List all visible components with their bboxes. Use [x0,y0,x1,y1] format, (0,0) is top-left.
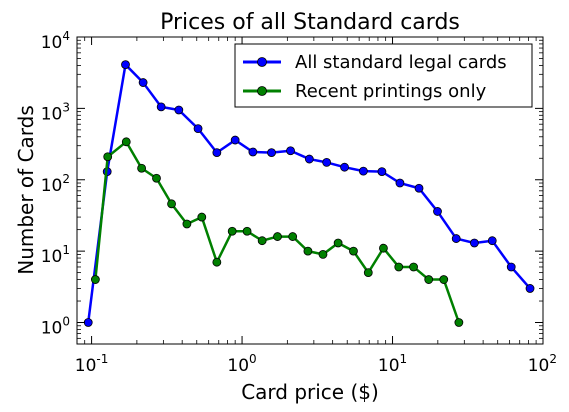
data-point-recent-printings-5 [167,199,176,209]
data-point-all-standard-15 [358,166,368,176]
data-point-all-standard-20 [451,234,461,243]
y-tick-label: 101 [41,243,70,267]
x-axis-ticks: 10-1 100 101 102 [75,37,557,376]
legend-label-recent-printings: Recent printings only [295,81,487,102]
plot-frame [76,36,544,345]
data-point-recent-printings-0 [90,275,100,284]
data-point-recent-printings-10 [242,226,252,236]
plot-area [83,60,535,327]
data-point-all-standard-14 [340,162,349,172]
data-point-recent-printings-6 [182,219,192,229]
y-axis-label: Number of Cards [14,105,38,275]
data-point-recent-printings-13 [288,232,298,241]
data-point-all-standard-2 [121,60,130,70]
data-point-all-standard-9 [248,147,258,157]
data-point-recent-printings-15 [318,249,328,259]
data-point-recent-printings-18 [363,268,373,278]
data-point-recent-printings-11 [257,236,267,246]
y-tick-label: 100 [41,315,70,339]
data-point-all-standard-16 [377,167,387,177]
legend-box [234,43,533,108]
data-point-all-standard-24 [525,284,535,293]
data-point-recent-printings-22 [424,275,434,284]
data-point-all-standard-7 [212,148,222,158]
y-tick-label: 102 [41,172,70,196]
data-point-recent-printings-4 [152,173,161,183]
data-point-recent-printings-9 [227,226,237,236]
chart-title: Prices of all Standard cards [160,10,460,35]
data-point-recent-printings-14 [303,246,313,256]
x-tick-label: 101 [378,352,407,376]
data-point-all-standard-23 [506,262,516,272]
y-axis-ticks: 100 101 102 103 104 [41,29,543,339]
data-point-recent-printings-8 [212,257,222,267]
y-tick-label: 103 [41,100,70,124]
data-point-recent-printings-7 [197,212,207,222]
data-point-all-standard-19 [433,207,442,216]
data-point-recent-printings-19 [379,243,388,253]
legend: All standard legal cards Recent printing… [234,43,533,108]
data-point-all-standard-3 [138,78,148,87]
legend-label-all-standard: All standard legal cards [295,52,507,73]
data-point-all-standard-17 [395,178,405,188]
data-point-all-standard-13 [322,158,332,167]
data-point-recent-printings-21 [409,262,418,272]
data-point-recent-printings-12 [273,232,282,241]
data-point-all-standard-6 [193,124,203,134]
data-point-all-standard-12 [304,154,314,164]
x-tick-label: 100 [227,352,256,376]
data-point-all-standard-22 [487,236,497,246]
legend-marker-all-standard [257,57,267,67]
data-point-recent-printings-17 [349,246,358,256]
x-axis-label: Card price ($) [241,380,379,404]
y-tick-label: 104 [41,29,70,53]
data-point-recent-printings-2 [121,137,131,147]
data-point-recent-printings-3 [137,163,147,173]
data-point-recent-printings-16 [333,238,343,248]
data-point-recent-printings-1 [103,152,113,162]
legend-marker-recent-printings [257,86,267,96]
data-point-all-standard-5 [174,105,184,115]
data-point-all-standard-8 [230,135,240,145]
data-point-all-standard-11 [286,146,295,156]
data-point-recent-printings-23 [439,275,449,284]
data-point-all-standard-0 [83,318,93,327]
x-tick-label: 10-1 [75,352,109,376]
x-tick-label: 102 [528,352,557,376]
data-point-recent-printings-20 [394,262,404,272]
data-point-all-standard-18 [414,183,424,193]
data-point-all-standard-10 [267,148,276,158]
data-point-recent-printings-24 [454,318,464,327]
data-point-all-standard-4 [156,102,166,112]
data-point-all-standard-21 [469,238,479,248]
series-line-recent-printings [94,140,461,323]
